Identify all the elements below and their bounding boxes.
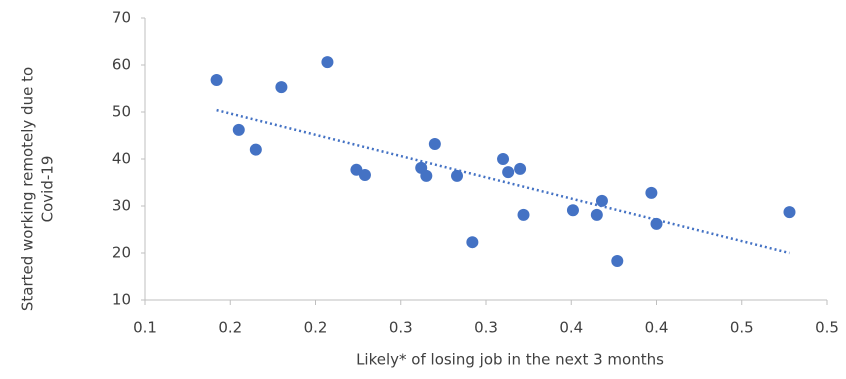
y-tick-label: 10 [112, 291, 131, 309]
y-tick-label: 30 [112, 197, 131, 215]
point [645, 186, 658, 199]
point [232, 123, 245, 136]
x-tick-label: 0.1 [133, 319, 157, 337]
y-axis-title: Covid-19 [39, 156, 57, 223]
point [210, 74, 223, 87]
y-tick-label: 20 [112, 244, 131, 262]
x-tick-label: 0.5 [730, 319, 754, 337]
trendline [216, 108, 790, 255]
point [783, 206, 796, 219]
point [590, 208, 603, 221]
point [517, 208, 530, 221]
point [275, 81, 288, 94]
y-tick-label: 40 [112, 150, 131, 168]
point [502, 166, 515, 179]
point [428, 137, 441, 150]
x-axis-title: Likely* of losing job in the next 3 mont… [356, 351, 664, 369]
x-tick-label: 0.3 [389, 319, 413, 337]
x-tick-label: 0.5 [815, 319, 839, 337]
x-tick-label: 0.4 [559, 319, 583, 337]
x-tick-label: 0.4 [645, 319, 669, 337]
y-tick-label: 60 [112, 56, 131, 74]
point [420, 169, 433, 182]
point [249, 143, 262, 156]
point [514, 162, 527, 175]
point [611, 254, 624, 267]
point [451, 169, 464, 182]
x-tick-label: 0.3 [474, 319, 498, 337]
y-tick-label: 50 [112, 103, 131, 121]
point [650, 217, 663, 230]
point [595, 194, 608, 207]
point [466, 236, 479, 249]
x-tick-label: 0.2 [218, 319, 242, 337]
point [566, 204, 579, 217]
y-axis-title: Started working remotely due to [19, 67, 37, 311]
point [358, 168, 371, 181]
point [321, 56, 334, 69]
y-tick-label: 70 [112, 9, 131, 27]
point [497, 153, 510, 165]
x-tick-label: 0.2 [304, 319, 328, 337]
